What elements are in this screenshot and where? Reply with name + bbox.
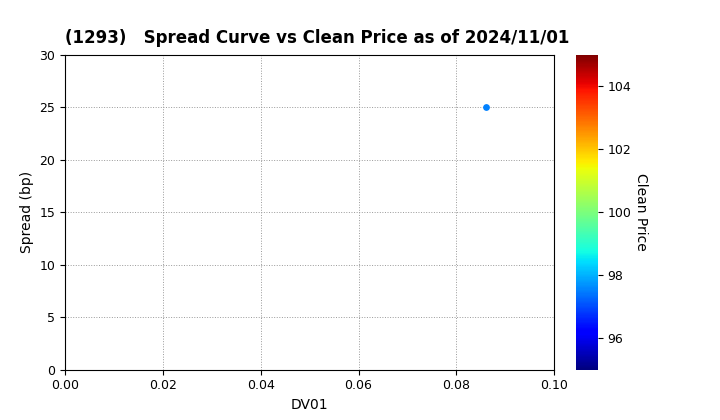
Y-axis label: Spread (bp): Spread (bp) <box>19 171 34 253</box>
Text: (1293)   Spread Curve vs Clean Price as of 2024/11/01: (1293) Spread Curve vs Clean Price as of… <box>65 29 570 47</box>
Point <box>480 104 492 110</box>
X-axis label: DV01: DV01 <box>291 398 328 412</box>
Y-axis label: Clean Price: Clean Price <box>634 173 648 251</box>
